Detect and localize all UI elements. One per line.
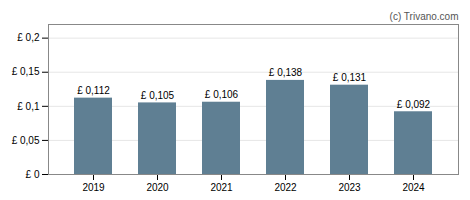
svg-text:2019: 2019 (82, 182, 105, 193)
svg-text:£ 0,15: £ 0,15 (12, 66, 40, 77)
svg-text:£ 0,105: £ 0,105 (141, 90, 175, 101)
svg-text:2020: 2020 (146, 182, 169, 193)
svg-text:(c) Trivano.com: (c) Trivano.com (390, 11, 459, 22)
svg-text:£ 0,106: £ 0,106 (205, 89, 239, 100)
svg-text:2023: 2023 (338, 182, 361, 193)
svg-text:£ 0,05: £ 0,05 (12, 135, 40, 146)
svg-text:£ 0: £ 0 (26, 169, 40, 180)
svg-text:£ 0,112: £ 0,112 (77, 85, 110, 96)
svg-text:£ 0,138: £ 0,138 (269, 67, 303, 78)
svg-text:£ 0,092: £ 0,092 (397, 99, 431, 110)
svg-text:2024: 2024 (402, 182, 425, 193)
svg-text:2021: 2021 (210, 182, 233, 193)
svg-text:£ 0,1: £ 0,1 (17, 101, 40, 112)
svg-text:£ 0,131: £ 0,131 (333, 72, 367, 83)
svg-text:£ 0,2: £ 0,2 (17, 32, 40, 43)
svg-text:2022: 2022 (274, 182, 297, 193)
